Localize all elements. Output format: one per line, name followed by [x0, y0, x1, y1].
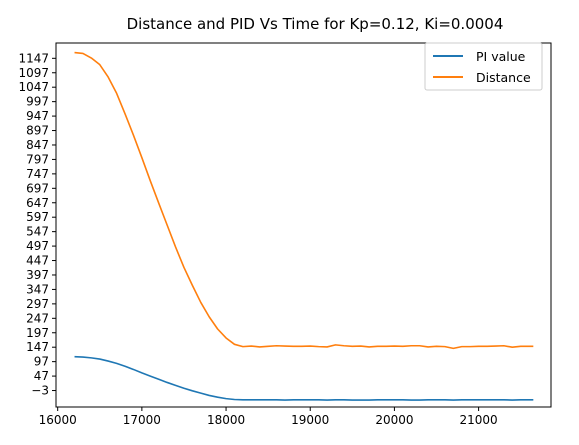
x-tick-label: 21000	[460, 413, 498, 427]
x-tick-label: 19000	[291, 413, 329, 427]
legend-frame	[424, 42, 543, 91]
y-tick-label: 797	[26, 152, 49, 166]
y-tick-label: 147	[26, 340, 49, 354]
y-tick-label: 447	[26, 254, 49, 268]
y-tick-label: 247	[26, 311, 49, 325]
y-tick-label: 747	[26, 167, 49, 181]
y-tick-label: 597	[26, 210, 49, 224]
y-tick-label: 997	[26, 95, 49, 109]
y-tick-label: 347	[26, 282, 49, 296]
y-tick-label: 47	[34, 369, 49, 383]
y-tick-label: 1147	[18, 51, 49, 65]
y-tick-label: 547	[26, 225, 49, 239]
legend-label-pi-value: PI value	[476, 49, 526, 64]
x-tick-label: 18000	[207, 413, 245, 427]
x-tick-label: 16000	[39, 413, 77, 427]
plot-area	[74, 51, 534, 401]
y-tick-label: 897	[26, 124, 49, 138]
y-tick-label: −3	[31, 384, 49, 398]
axes-frame	[55, 42, 552, 408]
y-tick-label: 197	[26, 326, 49, 340]
legend: PI value Distance	[424, 42, 543, 91]
y-tick-label: 297	[26, 297, 49, 311]
chart-title: Distance and PID Vs Time for Kp=0.12, Ki…	[127, 15, 504, 33]
axes: 16000 17000 18000 19000 20000 21000−347971471…	[18, 42, 552, 427]
series-line-distance	[74, 51, 534, 350]
x-tick-label: 20000	[375, 413, 413, 427]
y-tick-label: 947	[26, 109, 49, 123]
y-tick-label: 1097	[18, 66, 49, 80]
series-line-pi-value	[74, 355, 534, 401]
legend-label-distance: Distance	[476, 70, 531, 85]
y-tick-label: 847	[26, 138, 49, 152]
y-tick-label: 397	[26, 268, 49, 282]
y-tick-label: 697	[26, 181, 49, 195]
y-tick-label: 497	[26, 239, 49, 253]
y-tick-label: 647	[26, 196, 49, 210]
x-tick-label: 17000	[123, 413, 161, 427]
y-tick-label: 97	[34, 355, 49, 369]
y-tick-label: 1047	[18, 80, 49, 94]
